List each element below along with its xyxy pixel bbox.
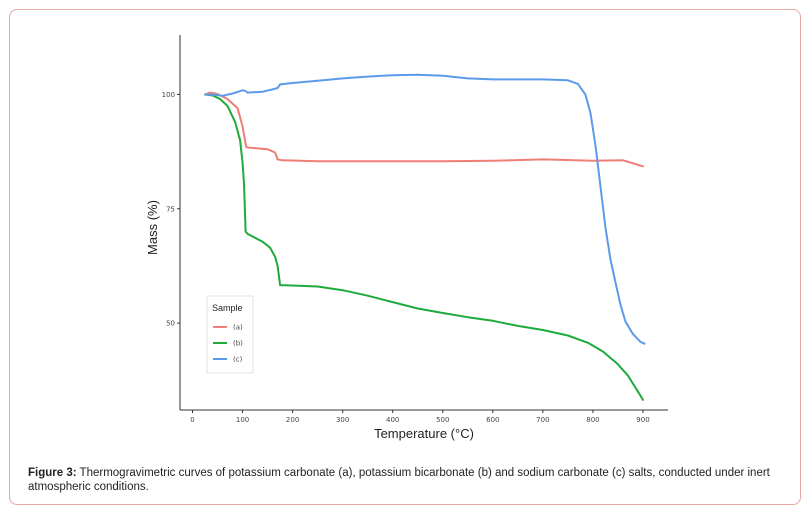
legend-label-a: (a) [233,324,243,332]
tga-chart: 50 75 100 0 100 200 300 400 500 600 700 800 900 Mas… [145,35,668,441]
y-tick-label: 75 [166,205,175,213]
x-tick-label: 500 [436,416,449,424]
y-tick-label: 100 [162,91,175,99]
y-tick-label: 50 [166,320,175,328]
legend: Sample (a) (b) (c) [206,295,254,374]
x-tick-label: 400 [386,416,399,424]
x-tick-label: 800 [586,416,599,424]
legend-label-b: (b) [233,340,243,348]
series-lines [204,73,646,401]
x-axis: 0 100 200 300 400 500 600 700 800 900 [180,409,668,424]
figure-frame [9,9,801,505]
figure-caption: Figure 3: Thermogravimetric curves of po… [28,466,788,494]
x-tick-label: 200 [286,416,299,424]
x-tick-label: 600 [486,416,499,424]
x-axis-title: Temperature (°C) [374,426,474,441]
x-tick-label: 700 [536,416,549,424]
caption-text: Thermogravimetric curves of potassium ca… [28,467,770,493]
y-axis-title: Mass (%) [145,200,160,255]
x-tick-label: 0 [190,416,194,424]
series-line-a [204,91,644,168]
x-tick-label: 300 [336,416,349,424]
x-tick-label: 100 [236,416,249,424]
caption-label: Figure 3: [28,467,77,479]
x-tick-label: 900 [636,416,649,424]
legend-title: Sample [212,303,243,313]
series-line-c [204,73,646,345]
series-line-b [204,93,644,401]
y-axis: 50 75 100 [162,35,181,410]
legend-box [206,295,254,374]
legend-label-c: (c) [233,356,243,364]
